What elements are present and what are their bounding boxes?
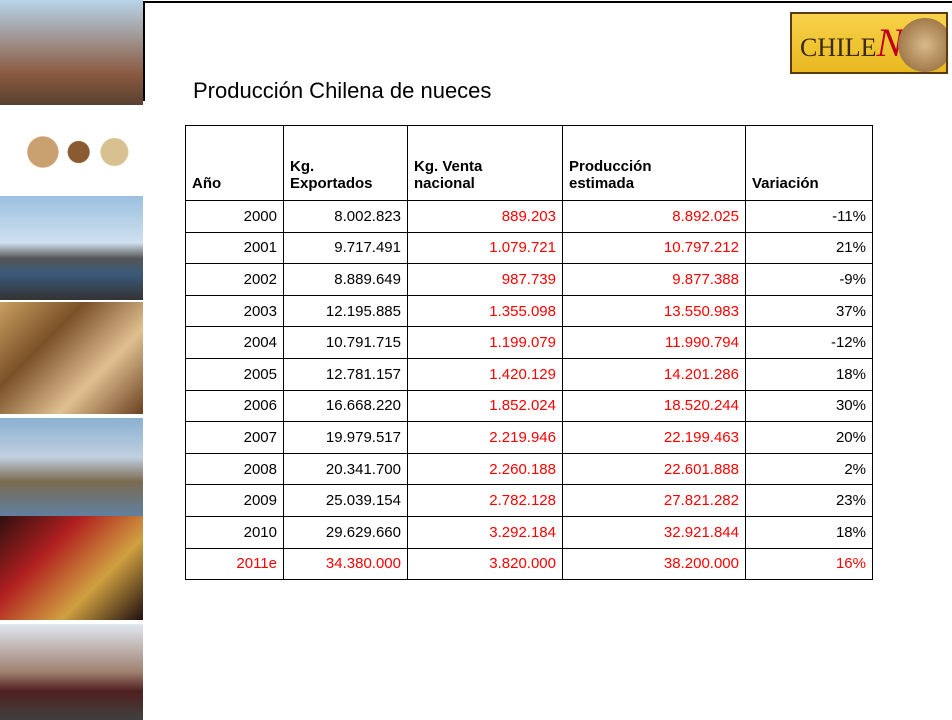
- table-cell: 25.039.154: [283, 484, 408, 517]
- table-cell: 22.199.463: [562, 421, 746, 454]
- table-cell: 2008: [185, 452, 284, 486]
- photo: [0, 112, 143, 192]
- header-cell: Variación: [745, 125, 873, 201]
- table-row: 2002 8.889.649 987.739 9.877.388 -9%: [185, 263, 873, 296]
- table-cell: 13.550.983: [562, 294, 746, 328]
- table-cell: 2011e: [185, 547, 284, 581]
- slide-title: Producción Chilena de nueces: [193, 78, 492, 103]
- table-cell: 10.791.715: [283, 326, 408, 359]
- table-cell: 10.797.212: [562, 231, 746, 265]
- photo: [0, 624, 143, 720]
- table-cell: 9.877.388: [562, 263, 746, 296]
- table-cell: 18%: [745, 515, 873, 549]
- table-cell: 12.781.157: [283, 357, 408, 391]
- header-cell: Producción estimada: [562, 125, 746, 201]
- table-cell: 18%: [745, 357, 873, 391]
- table-cell: 2001: [185, 231, 284, 265]
- photo: [0, 196, 143, 300]
- table-cell: 19.979.517: [283, 421, 408, 454]
- table-cell: 32.921.844: [562, 515, 746, 549]
- table-cell: 2007: [185, 421, 284, 454]
- frame-line: [143, 1, 952, 3]
- table-cell: 21%: [745, 231, 873, 265]
- table-row: 2010 29.629.660 3.292.184 32.921.844 18%: [185, 515, 873, 549]
- logo-text: CHILE: [800, 33, 877, 62]
- table-cell: 16%: [745, 547, 873, 581]
- table-cell: 2009: [185, 484, 284, 517]
- table-cell: 2005: [185, 357, 284, 391]
- table-cell: 1.355.098: [407, 294, 563, 328]
- photo-strip: [0, 0, 143, 720]
- table-cell: 16.668.220: [283, 389, 408, 423]
- table-cell: 3.292.184: [407, 515, 563, 549]
- table-cell: 30%: [745, 389, 873, 423]
- table-row: 2001 9.717.491 1.079.721 10.797.212 21%: [185, 231, 873, 265]
- table-cell: 18.520.244: [562, 389, 746, 423]
- table-cell: 2000: [185, 200, 284, 233]
- table-cell: 1.420.129: [407, 357, 563, 391]
- table-cell: 2.782.128: [407, 484, 563, 517]
- table-cell: 2003: [185, 294, 284, 328]
- table-cell: -12%: [745, 326, 873, 359]
- table-cell: 27.821.282: [562, 484, 746, 517]
- table-row: 2009 25.039.154 2.782.128 27.821.282 23%: [185, 484, 873, 517]
- photo: [0, 516, 143, 620]
- table-cell: 23%: [745, 484, 873, 517]
- table-cell: 2002: [185, 263, 284, 296]
- table-row: 2000 8.002.823 889.203 8.892.025 -11%: [185, 200, 873, 233]
- table-row: 2007 19.979.517 2.219.946 22.199.463 20%: [185, 421, 873, 454]
- table-row: 2003 12.195.885 1.355.098 13.550.983 37%: [185, 294, 873, 328]
- table-row: 2011e 34.380.000 3.820.000 38.200.000 16%: [185, 547, 873, 581]
- table-row: 2006 16.668.220 1.852.024 18.520.244 30%: [185, 389, 873, 423]
- header-row: Año Kg. Exportados Kg. Venta nacional Produ…: [185, 125, 873, 201]
- table-row: 2004 10.791.715 1.199.079 11.990.794 -12%: [185, 326, 873, 359]
- table-row: 2005 12.781.157 1.420.129 14.201.286 18%: [185, 357, 873, 391]
- table-cell: 2004: [185, 326, 284, 359]
- table-cell: 2006: [185, 389, 284, 423]
- table-cell: 34.380.000: [283, 547, 408, 581]
- table-cell: 2010: [185, 515, 284, 549]
- photo: [0, 418, 143, 516]
- table-cell: 29.629.660: [283, 515, 408, 549]
- table-row: 2008 20.341.700 2.260.188 22.601.888 2%: [185, 452, 873, 486]
- table-cell: 1.852.024: [407, 389, 563, 423]
- table-cell: 3.820.000: [407, 547, 563, 581]
- table-cell: 8.889.649: [283, 263, 408, 296]
- photo: [0, 0, 143, 105]
- table-cell: -9%: [745, 263, 873, 296]
- header-cell: Kg. Exportados: [283, 125, 408, 201]
- table-cell: 9.717.491: [283, 231, 408, 265]
- table-cell: 37%: [745, 294, 873, 328]
- table-cell: 22.601.888: [562, 452, 746, 486]
- table-cell: 12.195.885: [283, 294, 408, 328]
- logo-icon: [898, 18, 946, 72]
- table-cell: 1.079.721: [407, 231, 563, 265]
- table-cell: 2.260.188: [407, 452, 563, 486]
- photo: [0, 302, 143, 414]
- data-table: Año Kg. Exportados Kg. Venta nacional Produ…: [185, 125, 873, 581]
- header-cell: Kg. Venta nacional: [407, 125, 563, 201]
- table-cell: -11%: [745, 200, 873, 233]
- table-cell: 38.200.000: [562, 547, 746, 581]
- table-cell: 2.219.946: [407, 421, 563, 454]
- table-cell: 2%: [745, 452, 873, 486]
- table-cell: 20.341.700: [283, 452, 408, 486]
- logo: CHILENUT: [790, 12, 948, 74]
- table-cell: 889.203: [407, 200, 563, 233]
- table-cell: 11.990.794: [562, 326, 746, 359]
- table-cell: 987.739: [407, 263, 563, 296]
- header-cell: Año: [185, 125, 284, 201]
- table-cell: 14.201.286: [562, 357, 746, 391]
- table-cell: 1.199.079: [407, 326, 563, 359]
- table-cell: 8.002.823: [283, 200, 408, 233]
- table-cell: 20%: [745, 421, 873, 454]
- frame-line: [143, 1, 145, 101]
- table-cell: 8.892.025: [562, 200, 746, 233]
